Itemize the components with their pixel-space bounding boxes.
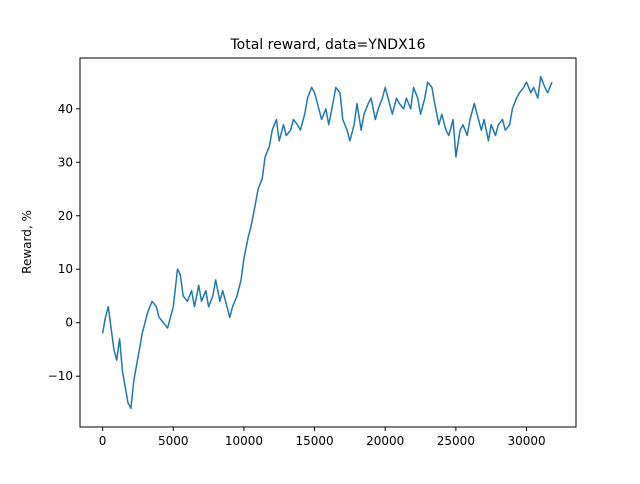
x-tick-label: 5000 [158,434,189,448]
y-axis-title: Reward, % [20,210,34,274]
plot-lines [101,75,553,410]
reward-series-line [101,75,553,410]
x-tick-label: 15000 [295,434,333,448]
y-tick-label: 30 [58,155,73,169]
x-tick-label: 0 [99,434,107,448]
x-tick-label: 20000 [366,434,404,448]
y-tick-label: −10 [48,369,73,383]
plot-area-frame [79,57,577,428]
y-tick-label: 10 [58,262,73,276]
y-tick-label: 0 [65,316,73,330]
x-tick-label: 30000 [507,434,545,448]
y-tick-label: 40 [58,102,73,116]
x-axis-ticks: 0 5000 10000 15000 20000 25000 30000 [99,427,546,448]
y-tick-label: 20 [58,209,73,223]
chart-title: Total reward, data=YNDX16 [229,37,425,53]
x-tick-label: 25000 [437,434,475,448]
y-axis-ticks: −10 0 10 20 30 40 [48,102,80,383]
x-tick-label: 10000 [225,434,263,448]
